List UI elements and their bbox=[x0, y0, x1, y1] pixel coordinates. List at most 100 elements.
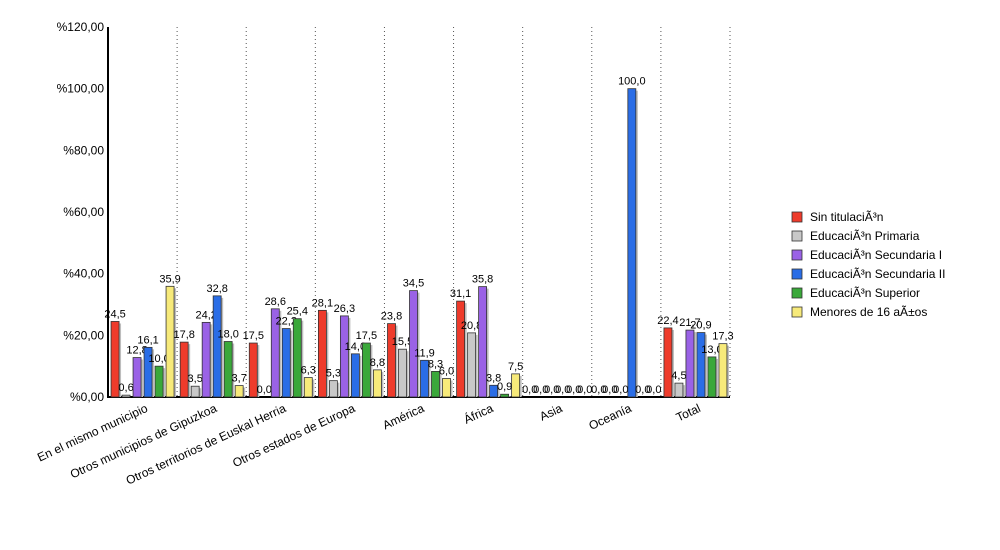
data-label: 0,0 bbox=[577, 384, 592, 396]
data-label: 26,3 bbox=[334, 303, 355, 315]
bar bbox=[663, 327, 673, 398]
data-label: 20,9 bbox=[690, 320, 711, 332]
x-tick-label: África bbox=[461, 400, 495, 427]
data-label: 16,1 bbox=[137, 334, 158, 346]
data-label: 17,5 bbox=[243, 330, 264, 342]
y-tick-label: %80,00 bbox=[63, 143, 104, 157]
data-label: 34,5 bbox=[403, 278, 424, 290]
bar bbox=[201, 321, 211, 398]
bar bbox=[431, 371, 440, 398]
bar bbox=[317, 309, 327, 398]
bar bbox=[234, 385, 244, 398]
legend-label: EducaciÃ³n Secundaria I bbox=[810, 248, 942, 262]
data-label: 0,0 bbox=[591, 384, 606, 396]
data-label: 14,0 bbox=[345, 341, 366, 353]
data-label: 0,0 bbox=[257, 384, 272, 396]
data-label: 23,8 bbox=[381, 311, 402, 323]
data-label: 100,0 bbox=[618, 76, 646, 88]
data-label: 0,0 bbox=[646, 384, 661, 396]
data-label: 20,8 bbox=[461, 320, 482, 332]
data-label: 18,0 bbox=[217, 329, 238, 341]
data-label: 6,0 bbox=[439, 366, 454, 378]
data-label: 35,8 bbox=[472, 274, 493, 286]
data-label: 35,9 bbox=[159, 273, 180, 285]
bar bbox=[398, 348, 407, 398]
data-label: 17,5 bbox=[356, 330, 377, 342]
y-tick-label: %60,00 bbox=[63, 205, 104, 219]
legend-swatch bbox=[791, 268, 803, 280]
bar bbox=[696, 332, 706, 398]
data-label: 13,0 bbox=[701, 344, 722, 356]
data-label: 5,3 bbox=[326, 368, 341, 380]
legend-label: Menores de 16 aÃ±os bbox=[810, 305, 927, 319]
bar bbox=[223, 341, 233, 398]
bar bbox=[110, 321, 120, 398]
x-tick-label: Asia bbox=[537, 401, 564, 424]
data-label: 4,5 bbox=[671, 370, 686, 382]
bar bbox=[132, 357, 142, 398]
x-tick-label: Oceanía bbox=[587, 401, 634, 433]
data-label: 3,8 bbox=[486, 372, 501, 384]
legend-swatch bbox=[791, 249, 803, 261]
bar bbox=[627, 88, 637, 398]
legend-swatch bbox=[791, 306, 803, 318]
bar bbox=[328, 380, 338, 398]
data-label: 17,8 bbox=[173, 329, 194, 341]
bar bbox=[685, 329, 695, 398]
legend-label: Sin titulaciÃ³n bbox=[810, 210, 883, 224]
bar bbox=[456, 300, 466, 398]
bar bbox=[409, 290, 418, 398]
data-label: 3,5 bbox=[188, 373, 203, 385]
data-label: 8,8 bbox=[370, 357, 385, 369]
bar bbox=[190, 385, 200, 398]
bar bbox=[442, 378, 451, 398]
data-label: 7,5 bbox=[508, 361, 523, 373]
data-label: 0,6 bbox=[118, 382, 133, 394]
bar bbox=[165, 285, 175, 398]
data-label: 22,2 bbox=[276, 316, 297, 328]
data-label: 25,4 bbox=[287, 306, 308, 318]
data-label: 0,0 bbox=[533, 384, 548, 396]
bar bbox=[707, 356, 717, 398]
y-tick-label: %20,00 bbox=[63, 328, 104, 342]
data-label: 0,0 bbox=[522, 384, 537, 396]
data-label: 6,3 bbox=[301, 365, 316, 377]
bar bbox=[500, 393, 510, 398]
data-label: 0,0 bbox=[566, 384, 581, 396]
data-label: 24,2 bbox=[195, 309, 216, 321]
bar bbox=[511, 373, 521, 398]
data-label: 11,9 bbox=[414, 347, 435, 359]
x-tick-label: En el mismo municipio bbox=[35, 401, 150, 465]
data-label: 15,5 bbox=[392, 336, 413, 348]
x-tick-label: América bbox=[380, 401, 426, 432]
legend-label: EducaciÃ³n Superior bbox=[810, 286, 920, 300]
data-label: 22,4 bbox=[657, 315, 678, 327]
data-label: 28,1 bbox=[312, 297, 333, 309]
bar bbox=[489, 384, 499, 398]
data-label: 0,9 bbox=[497, 381, 512, 393]
bar bbox=[372, 369, 382, 398]
data-label: 0,0 bbox=[555, 384, 570, 396]
bar bbox=[478, 286, 488, 398]
bar bbox=[121, 394, 131, 398]
data-label: 31,1 bbox=[450, 288, 471, 300]
x-tick-label: Otros estados de Europa bbox=[230, 401, 357, 470]
data-label: 10,0 bbox=[148, 353, 169, 365]
data-label: 0,0 bbox=[544, 384, 559, 396]
data-label: 12,8 bbox=[126, 345, 147, 357]
bar bbox=[143, 346, 153, 398]
bar bbox=[179, 341, 189, 398]
data-label: 3,7 bbox=[232, 373, 247, 385]
bar bbox=[281, 328, 291, 398]
bar bbox=[248, 342, 258, 398]
bar bbox=[420, 359, 429, 398]
y-tick-label: %120,00 bbox=[57, 20, 105, 34]
data-label: 0,0 bbox=[602, 384, 617, 396]
x-tick-label: Total bbox=[674, 401, 703, 424]
y-tick-label: %0,00 bbox=[70, 390, 104, 404]
data-label: 0,0 bbox=[635, 384, 650, 396]
bar bbox=[303, 377, 313, 398]
data-label: 0,0 bbox=[613, 384, 628, 396]
